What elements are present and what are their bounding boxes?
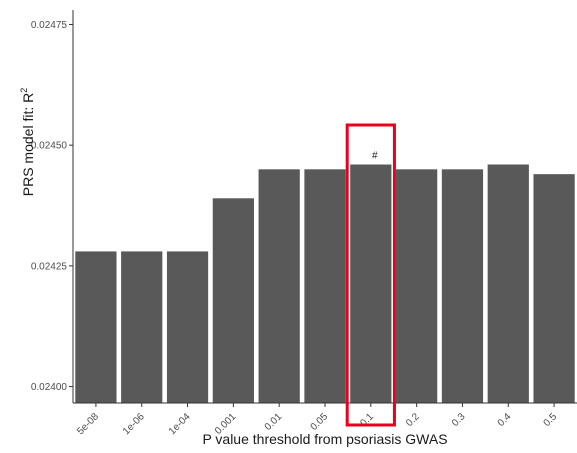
x-tick-label: 0.2	[404, 411, 422, 429]
y-tick-label: 0.02475	[31, 20, 68, 31]
y-tick-label: 0.02450	[31, 141, 68, 152]
bar	[121, 251, 163, 403]
bar	[166, 251, 209, 403]
bar	[212, 198, 254, 403]
bar	[304, 169, 346, 403]
highlight-box	[345, 123, 396, 427]
highlight-group: #	[345, 123, 396, 427]
bars	[75, 164, 575, 403]
x-tick-label: 1e-04	[167, 411, 193, 437]
x-tick-label: 5e-08	[75, 411, 101, 437]
x-tick-label: 0.3	[450, 411, 468, 429]
x-tick-label: 0.4	[496, 411, 514, 429]
bar	[396, 169, 438, 403]
x-tick-label: 0.05	[309, 411, 331, 433]
bar	[533, 174, 575, 403]
x-axis-title: P value threshold from psoriasis GWAS	[202, 431, 447, 447]
significance-annotation: #	[372, 150, 378, 161]
y-tick-label: 0.02400	[31, 382, 68, 393]
x-tick-label: 1e-06	[121, 411, 147, 437]
bar	[350, 164, 392, 403]
bar	[258, 169, 300, 403]
y-axis: 0.02400 0.02425 0.02450 0.02475	[31, 10, 74, 403]
y-axis-title: PRS model fit: R2	[19, 88, 36, 197]
x-tick-label: 0.01	[263, 411, 285, 433]
y-axis-title-superscript: 2	[19, 88, 29, 93]
y-tick-label: 0.02425	[31, 261, 68, 272]
bar	[441, 169, 484, 403]
bar	[487, 164, 529, 403]
bar	[75, 251, 117, 403]
x-tick-label: 0.5	[542, 411, 560, 429]
y-axis-title-main: PRS model fit: R	[20, 93, 36, 196]
